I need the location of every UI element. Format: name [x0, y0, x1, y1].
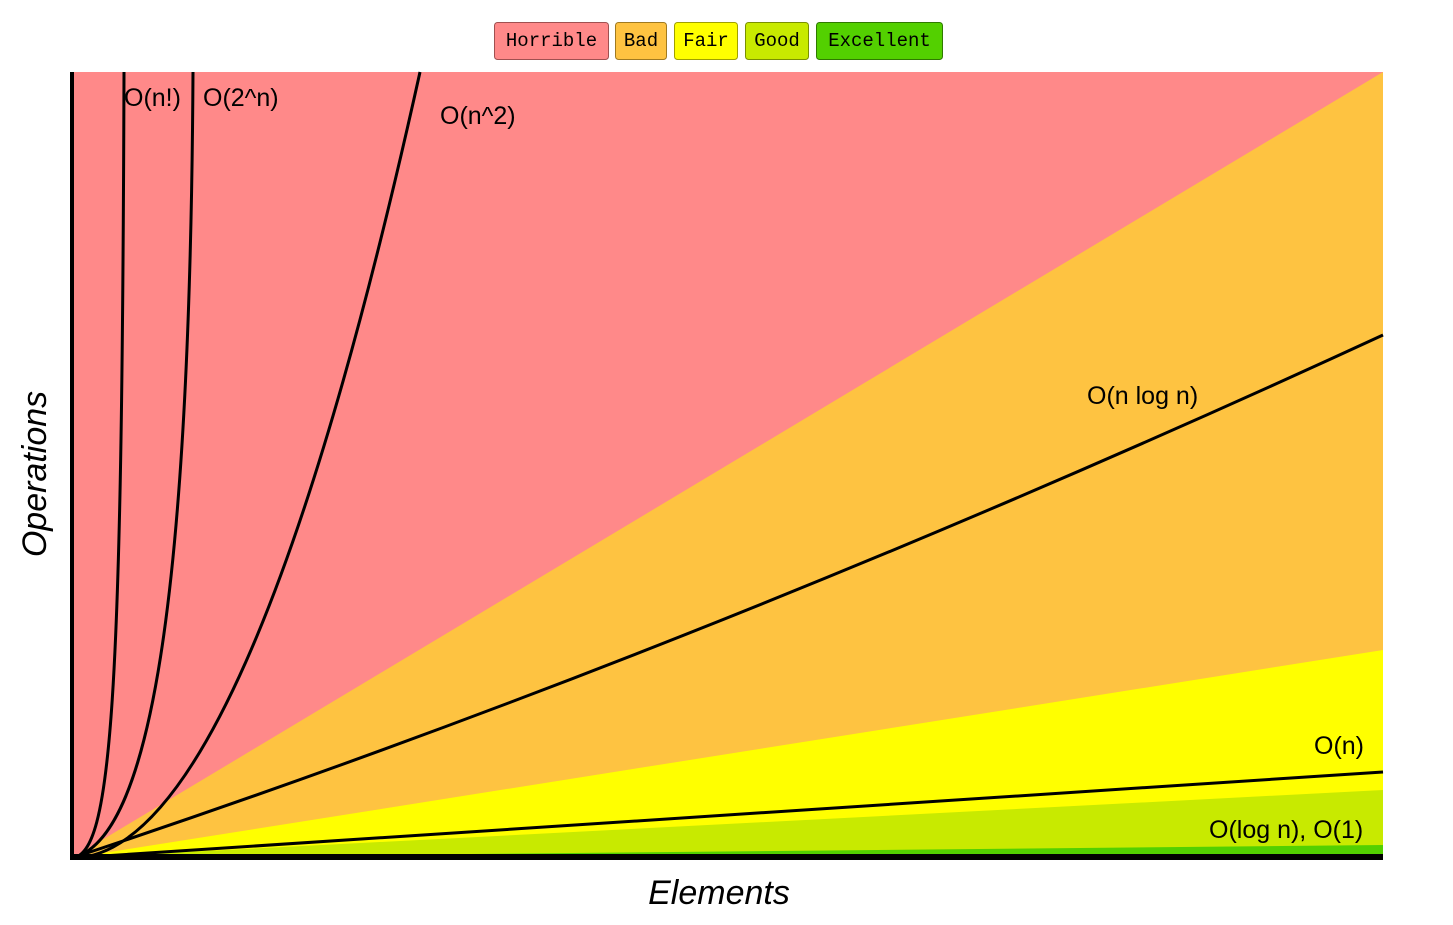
bad-region [72, 72, 1383, 858]
curve-nlogn [71, 333, 1384, 860]
curve-label: O(log n), O(1) [1209, 816, 1363, 844]
y-axis-label: Operations [16, 391, 54, 557]
legend-label: Horrible [506, 30, 597, 52]
legend-box [745, 22, 809, 60]
curve-label: O(n) [1314, 732, 1364, 760]
legend: Horrible Bad Fair Good Excellent [494, 22, 943, 60]
curve-linear [71, 770, 1384, 860]
legend-box [615, 22, 667, 60]
curve-factorial [71, 71, 126, 860]
curve-label: O(n!) [124, 84, 181, 112]
x-axis-label: Elements [648, 874, 790, 912]
legend-box [494, 22, 609, 60]
legend-label: Good [754, 30, 800, 52]
curve-label: O(n log n) [1087, 382, 1198, 410]
good-region [72, 790, 1383, 858]
legend-box [674, 22, 738, 60]
curve-label: O(n^2) [440, 102, 516, 130]
curve-label: O(2^n) [203, 84, 279, 112]
legend-box [816, 22, 943, 60]
legend-label: Excellent [828, 30, 931, 52]
curve-exponential [71, 71, 195, 860]
fair-region [72, 650, 1383, 858]
legend-label: Bad [624, 30, 658, 52]
legend-label: Fair [683, 30, 729, 52]
